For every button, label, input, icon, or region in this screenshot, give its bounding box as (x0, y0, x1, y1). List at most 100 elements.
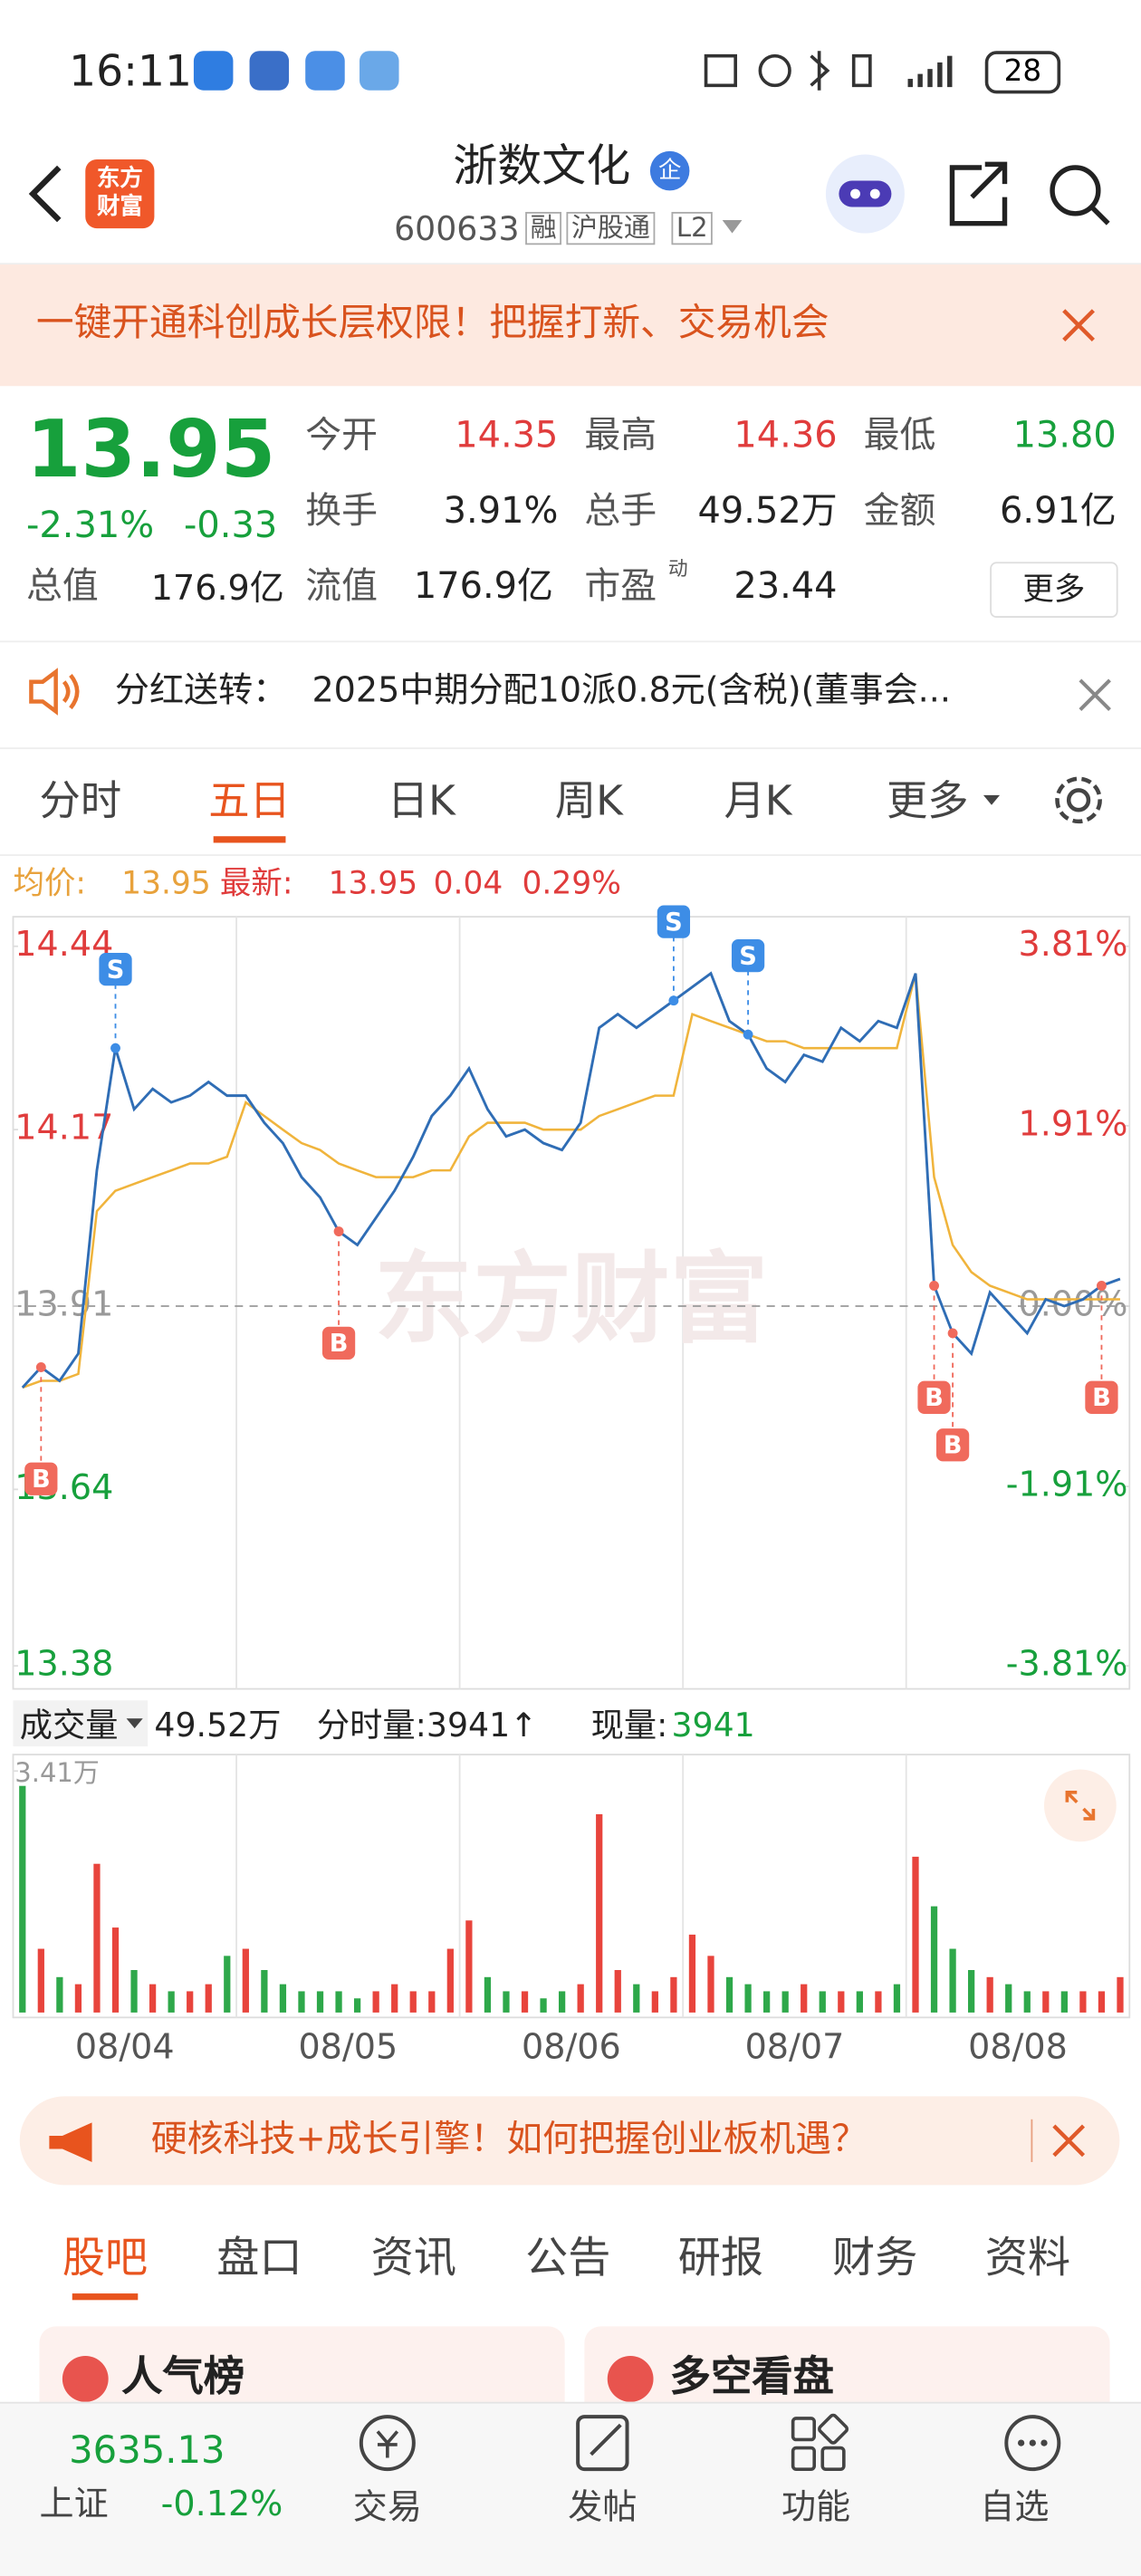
volume-bar (1060, 1991, 1068, 2013)
tab-active[interactable]: 股吧 (62, 2234, 149, 2284)
legend-value: 13.95 (121, 865, 211, 902)
index-change[interactable]: -0.12% (160, 2484, 283, 2523)
price: 13.95 (26, 404, 276, 496)
field-label: 总值 (26, 566, 99, 609)
volume-bar (1079, 1991, 1087, 2013)
card-icon (607, 2355, 654, 2402)
expand-button[interactable] (1044, 1769, 1117, 1842)
tab[interactable]: 公告 (525, 2234, 611, 2284)
nav-label[interactable]: 自选 (980, 2487, 1050, 2527)
volume-bar (614, 1969, 621, 2013)
volume-bar (130, 1969, 138, 2013)
trade-marker-label: B (925, 1384, 944, 1412)
field-label: 换手 (305, 491, 378, 533)
volume-bar (503, 1991, 510, 2013)
volume-period: 分时量:3941↑ (316, 1705, 538, 1745)
tab[interactable]: 研报 (677, 2234, 764, 2284)
volume-bar (261, 1969, 268, 2013)
volume-bar (596, 1813, 603, 2013)
index-value[interactable]: 3635.13 (69, 2429, 225, 2473)
volume-bar (801, 1984, 808, 2013)
x-tick-label: 08/05 (298, 2026, 398, 2066)
card-icon (62, 2355, 109, 2402)
divider (0, 854, 1141, 856)
chart-tab[interactable]: 更多 (886, 776, 969, 825)
volume-bar (781, 1991, 789, 2013)
field-label: 今开 (305, 415, 378, 457)
volume-bar (651, 1991, 658, 2013)
volume-bar (93, 1863, 101, 2013)
trade-marker (731, 938, 765, 973)
intraday-chart: 东方财富14.4414.1713.9113.6413.383.81%1.91%0… (12, 905, 1131, 2066)
y2-tick-label: -1.91% (1006, 1465, 1128, 1504)
volume-bar (670, 1976, 677, 2013)
card-title[interactable]: 多空看盘 (669, 2352, 834, 2400)
volume-bar (1098, 1991, 1106, 2013)
volume-bar (187, 1991, 194, 2013)
legend-label: 最新: (219, 865, 293, 902)
volume-bar (1005, 1984, 1012, 2013)
dropdown-icon[interactable] (982, 792, 1002, 808)
notice-label: 分红送转： (114, 670, 288, 710)
nav-label[interactable]: 功能 (781, 2487, 851, 2527)
header-actions[interactable] (820, 151, 1116, 240)
chart-tab-active[interactable]: 五日 (208, 776, 291, 825)
promo-text[interactable]: 硬核科技+成长引擎！如何把握创业板机遇？ (150, 2119, 868, 2161)
separator (1031, 2119, 1033, 2162)
watermark: 东方财富 (374, 1242, 768, 1357)
card-title[interactable]: 人气榜 (121, 2352, 245, 2400)
volume-bar (298, 1991, 305, 2013)
back-button[interactable] (23, 161, 72, 227)
volume-bar (37, 1948, 44, 2013)
tab[interactable]: 资讯 (370, 2234, 457, 2284)
trade-marker (99, 952, 132, 986)
nav-label[interactable]: 交易 (352, 2487, 422, 2527)
chart-tab[interactable]: 周K (554, 776, 623, 825)
tab[interactable]: 财务 (832, 2234, 918, 2284)
field-value: 3.91% (443, 491, 559, 533)
more-button[interactable]: 更多 (990, 562, 1118, 618)
trade-marker (24, 1462, 58, 1495)
trade-marker-label: B (330, 1330, 349, 1358)
volume-bar (74, 1984, 82, 2013)
status-icons (704, 51, 953, 91)
trade-marker-label: S (665, 908, 683, 937)
promo-banner[interactable] (19, 2096, 1120, 2186)
tab[interactable]: 盘口 (216, 2234, 302, 2284)
volume-label[interactable]: 成交量 (19, 1705, 119, 1745)
y-tick-label: 14.44 (14, 924, 113, 964)
field-value: 13.80 (1012, 415, 1117, 457)
dropdown-icon[interactable] (719, 216, 745, 236)
close-button[interactable] (1050, 2122, 1087, 2158)
chart-tab[interactable]: 分时 (39, 776, 122, 825)
volume-bar (633, 1984, 640, 2013)
field-label: 最低 (863, 415, 936, 457)
chart-tab[interactable]: 日K (387, 776, 455, 825)
avg-line (22, 973, 1120, 1389)
volume-selector[interactable] (13, 1700, 149, 1747)
legend-value: 0.04 (433, 865, 503, 902)
settings-icon[interactable] (1049, 771, 1107, 830)
tab[interactable]: 资料 (984, 2234, 1071, 2284)
expand-icon[interactable] (1060, 1786, 1100, 1826)
nav-label[interactable]: 发帖 (568, 2487, 638, 2527)
dropdown-icon[interactable] (125, 1716, 145, 1732)
speaker-icon (29, 668, 80, 716)
logo-text: 财富 (96, 194, 143, 221)
nav-icons[interactable] (329, 2408, 1117, 2481)
index-name[interactable]: 上证 (39, 2484, 109, 2523)
close-button[interactable] (1059, 305, 1098, 345)
field-value: 6.91亿 (1000, 491, 1117, 533)
banner[interactable] (0, 264, 1141, 387)
field-label: 流值 (305, 566, 378, 609)
chart-tab[interactable]: 月K (724, 776, 792, 825)
tab-underline (72, 2293, 139, 2301)
banner-text[interactable]: 一键开通科创成长层权限！把握打新、交易机会 (35, 302, 829, 345)
status-icon (360, 51, 399, 91)
notice-text[interactable]: 2025中期分配10派0.8元(含税)(董事会... (312, 670, 951, 710)
close-button[interactable] (1077, 677, 1113, 713)
volume-bar (111, 1927, 120, 2013)
trade-marker (657, 905, 691, 938)
y2-tick-label: 3.81% (1019, 924, 1128, 964)
volume-max-label: 3.41万 (14, 1757, 100, 1788)
